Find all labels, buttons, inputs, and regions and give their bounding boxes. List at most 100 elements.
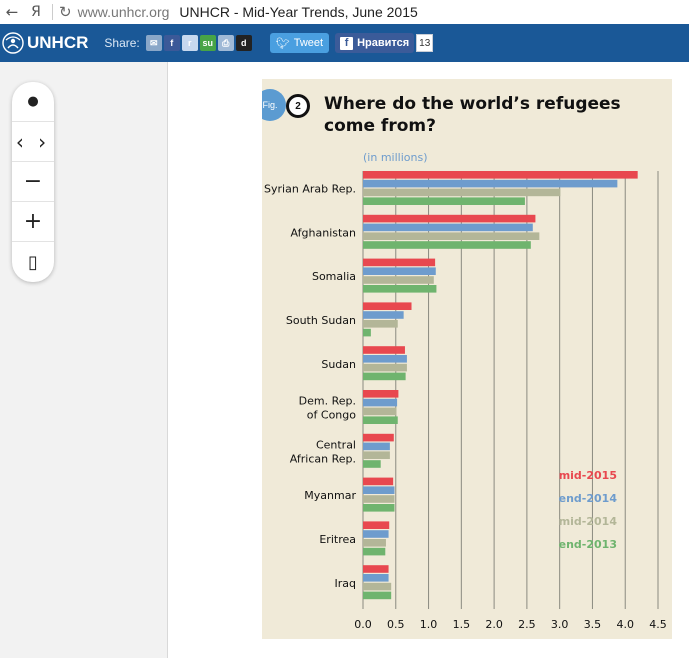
category-label: of Congo	[307, 409, 356, 422]
back-arrow-icon[interactable]: ←	[5, 3, 19, 21]
delicious-share-icon[interactable]: d	[235, 35, 252, 51]
bar-mid-2014	[363, 232, 540, 240]
bar-end-2013	[363, 372, 406, 381]
x-tick-label: 2.0	[485, 618, 503, 631]
bar-end-2013	[363, 241, 531, 249]
facebook-icon: f	[340, 36, 354, 50]
bar-end-2013	[363, 328, 371, 337]
bar-end-2014	[363, 574, 389, 582]
facebook-share-icon[interactable]: f	[163, 35, 180, 51]
facebook-like-button[interactable]: f Нравится	[335, 33, 415, 53]
bar-end-2013	[363, 285, 437, 293]
bar-end-2013	[363, 197, 525, 205]
prev-next-icon[interactable]: ‹ ›	[12, 122, 54, 162]
figure-title-line-2: come from?	[324, 116, 436, 136]
share-icons: ✉ f r su ⎙ d	[145, 35, 252, 51]
email-share-icon[interactable]: ✉	[145, 35, 162, 51]
bar-mid-2014	[363, 451, 390, 459]
figure-number: 2	[286, 94, 310, 118]
category-label: African Rep.	[290, 452, 356, 465]
bar-mid-2015	[363, 521, 390, 529]
bar-end-2013	[363, 416, 398, 424]
category-label: Syrian Arab Rep.	[264, 183, 356, 196]
bar-mid-2015	[363, 433, 394, 442]
share-label: Share:	[104, 36, 140, 50]
bar-end-2014	[363, 398, 398, 407]
bar-mid-2015	[363, 346, 405, 354]
bar-mid-2014	[363, 407, 397, 416]
stumbleupon-share-icon[interactable]: su	[199, 35, 216, 51]
toolbar-divider	[52, 4, 53, 20]
yandex-button[interactable]: Я	[31, 4, 41, 20]
bar-end-2014	[363, 311, 404, 319]
x-tick-label: 1.0	[420, 618, 438, 631]
legend-mid-2014: mid-2014	[559, 515, 618, 528]
document-page: Fig. 2 Where do the world’s refugees com…	[262, 79, 672, 639]
tweet-button[interactable]: 🐦︎ Tweet	[269, 33, 330, 53]
x-tick-label: 2.5	[518, 618, 536, 631]
fit-page-icon[interactable]: ▯	[28, 251, 38, 273]
zoom-in-icon[interactable]: +	[12, 202, 54, 242]
x-tick-label: 3.5	[584, 618, 602, 631]
unhcr-logo[interactable]: UNHCR	[2, 32, 88, 54]
dot-icon[interactable]: ●	[12, 82, 54, 122]
category-label: South Sudan	[286, 314, 356, 327]
logo-text: UNHCR	[27, 33, 89, 52]
x-tick-label: 4.5	[649, 618, 667, 631]
bar-mid-2015	[363, 302, 412, 310]
bar-end-2014	[363, 179, 618, 188]
bar-end-2013	[363, 591, 392, 600]
bar-mid-2014	[363, 276, 434, 284]
document-viewer[interactable]: Fig. 2 Where do the world’s refugees com…	[168, 62, 689, 658]
legend-end-2013: end-2013	[559, 538, 617, 551]
left-pane: ● ‹ › − + ▯	[0, 62, 168, 658]
x-tick-label: 0.0	[354, 618, 372, 631]
bar-mid-2014	[363, 539, 386, 547]
zoom-out-icon[interactable]: −	[12, 162, 54, 202]
viewer-controls: ● ‹ › − + ▯	[12, 82, 54, 282]
category-label: Sudan	[321, 358, 356, 371]
figure-title-line-1: Where do the world’s refugees	[324, 94, 621, 114]
bar-end-2013	[363, 460, 381, 468]
figure-title: Where do the world’s refugees come from?	[324, 93, 624, 137]
refugee-origin-bar-chart: (in millions) 0.0 0.5 1.0 1.5 2.0 2.5 3.0 3.5 4.0…	[264, 151, 667, 631]
like-label: Нравится	[357, 37, 410, 49]
bar-end-2014	[363, 223, 533, 232]
category-label: Afghanistan	[291, 226, 357, 239]
bar-end-2013	[363, 547, 386, 556]
reload-icon[interactable]: ↻	[59, 3, 72, 21]
bar-mid-2015	[363, 565, 389, 573]
bar-end-2014	[363, 267, 436, 275]
page-title: UNHCR - Mid-Year Trends, June 2015	[179, 4, 418, 20]
category-label: Eritrea	[319, 533, 356, 546]
tweet-label: Tweet	[293, 37, 324, 49]
like-count: 13	[416, 34, 434, 52]
twitter-icon: 🐦︎	[275, 37, 290, 50]
unhcr-emblem-icon	[2, 32, 24, 54]
bar-mid-2014	[363, 320, 398, 328]
category-label: Dem. Rep.	[299, 395, 356, 408]
bar-mid-2014	[363, 582, 392, 591]
category-label: Central	[316, 438, 356, 451]
bar-end-2014	[363, 530, 389, 538]
bar-mid-2015	[363, 258, 436, 267]
bar-mid-2014	[363, 363, 407, 372]
bar-mid-2015	[363, 171, 638, 179]
x-tick-label: 3.0	[551, 618, 569, 631]
x-tick-label: 0.5	[387, 618, 405, 631]
bar-end-2014	[363, 355, 407, 363]
category-label: Iraq	[335, 577, 357, 590]
bar-mid-2015	[363, 477, 394, 486]
category-label: Myanmar	[304, 489, 356, 502]
bar-mid-2015	[363, 214, 536, 223]
print-share-icon[interactable]: ⎙	[217, 35, 234, 51]
bar-end-2014	[363, 486, 395, 494]
unit-label: (in millions)	[363, 151, 427, 164]
bar-end-2013	[363, 504, 395, 512]
url-host[interactable]: www.unhcr.org	[77, 4, 170, 20]
reddit-share-icon[interactable]: r	[181, 35, 198, 51]
legend-mid-2015: mid-2015	[559, 469, 617, 482]
browser-address-bar: ← Я ↻ www.unhcr.org UNHCR - Mid-Year Tre…	[0, 0, 689, 25]
category-label: Somalia	[312, 270, 356, 283]
x-tick-label: 1.5	[453, 618, 471, 631]
